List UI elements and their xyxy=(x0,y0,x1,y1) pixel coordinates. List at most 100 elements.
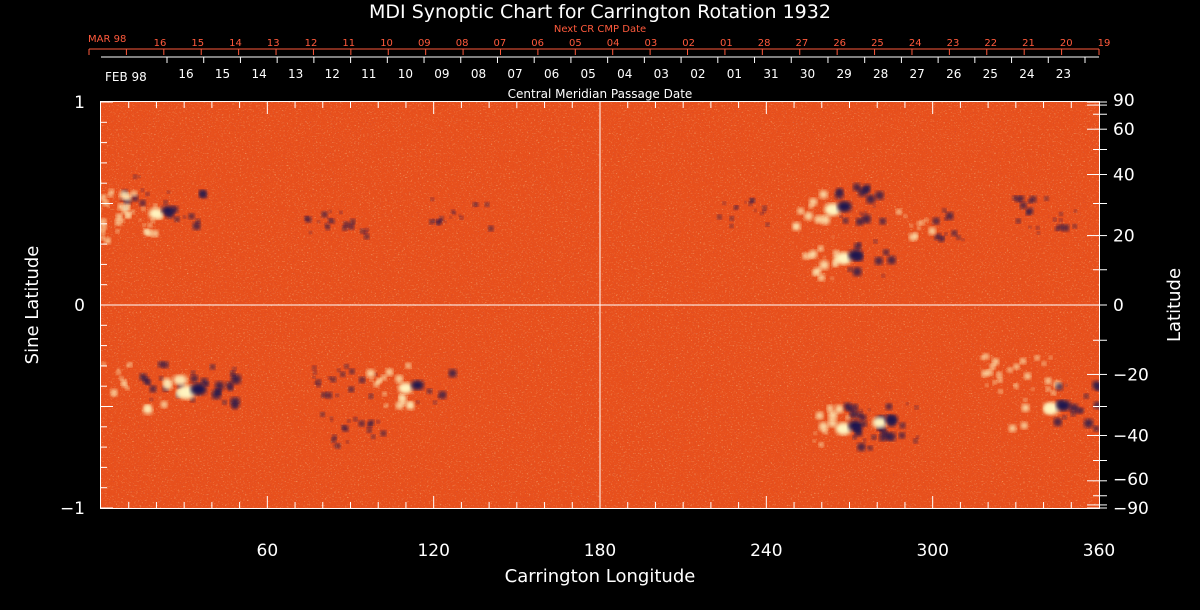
next-cr-date-label: 04 xyxy=(607,38,620,49)
cmp-date-label: 09 xyxy=(434,67,449,81)
active-region-flux-patch xyxy=(820,215,831,225)
active-region-flux-patch xyxy=(990,355,993,359)
next-cr-date-label: 09 xyxy=(418,38,431,49)
active-region-flux-patch xyxy=(188,213,195,220)
active-region-flux-patch xyxy=(325,392,333,399)
y-tick-label-right: −90 xyxy=(1113,499,1149,519)
active-region-flux-patch xyxy=(917,226,921,231)
active-region-flux-patch xyxy=(762,209,766,214)
active-region-flux-patch xyxy=(1020,422,1028,430)
active-region-flux-patch xyxy=(992,380,997,385)
active-region-flux-patch xyxy=(875,191,884,200)
active-region-flux-patch xyxy=(744,200,748,204)
active-region-flux-patch xyxy=(104,237,111,244)
active-region xyxy=(717,198,770,229)
active-region-flux-patch xyxy=(1055,383,1063,391)
y-axis-label-right: Latitude xyxy=(1164,268,1185,342)
active-region-flux-patch xyxy=(120,379,127,386)
active-region-flux-patch xyxy=(383,403,388,408)
active-region-flux-patch xyxy=(154,213,158,217)
cmp-date-label: 27 xyxy=(910,67,925,81)
active-region-flux-patch xyxy=(874,256,883,265)
next-cr-date-label: 26 xyxy=(833,38,846,49)
active-region-flux-patch xyxy=(864,211,867,214)
next-cr-date-label: 03 xyxy=(645,38,658,49)
next-cr-date-label: 23 xyxy=(947,38,960,49)
active-region-flux-patch xyxy=(190,397,196,403)
cmp-date-label: 12 xyxy=(325,67,340,81)
active-region-flux-patch xyxy=(376,419,380,424)
active-region-flux-patch xyxy=(381,374,387,381)
active-region xyxy=(1012,195,1077,235)
active-region-flux-patch xyxy=(898,432,906,439)
active-region-flux-patch xyxy=(195,218,201,224)
active-region-flux-patch xyxy=(1027,199,1033,204)
cmp-date-label: 05 xyxy=(581,67,596,81)
y-tick-label-right: 0 xyxy=(1113,296,1124,316)
active-region-flux-patch xyxy=(92,215,95,218)
active-region-flux-patch xyxy=(366,427,372,433)
active-region-flux-patch xyxy=(859,211,863,215)
active-region-flux-patch xyxy=(827,418,837,428)
active-region-flux-patch xyxy=(913,438,918,444)
active-region-flux-patch xyxy=(804,211,813,221)
active-region-flux-patch xyxy=(312,375,316,379)
active-region-flux-patch xyxy=(358,420,365,427)
active-region-flux-patch xyxy=(1021,403,1030,412)
active-region-flux-patch xyxy=(802,252,810,260)
y-tick-label-right: 90 xyxy=(1113,91,1135,111)
active-region-flux-patch xyxy=(222,400,227,405)
cmp-date-label: 14 xyxy=(251,67,266,81)
active-region-flux-patch xyxy=(1028,225,1032,229)
active-region-flux-patch xyxy=(327,218,333,223)
active-region-flux-patch xyxy=(159,376,164,381)
active-region-flux-patch xyxy=(1048,355,1053,360)
active-region-flux-patch xyxy=(1093,401,1099,409)
active-region-flux-patch xyxy=(722,201,726,205)
active-region-flux-patch xyxy=(151,229,159,238)
active-region-flux-patch xyxy=(852,183,861,192)
active-region-flux-patch xyxy=(818,442,824,448)
active-region xyxy=(1008,380,1099,433)
active-region-flux-patch xyxy=(814,215,823,224)
active-region-flux-patch xyxy=(190,370,196,375)
active-region-flux-patch xyxy=(765,222,770,227)
next-cr-date-label: 02 xyxy=(682,38,695,49)
y-tick-label-left: 0 xyxy=(74,296,85,316)
active-region xyxy=(980,353,1053,394)
active-region-flux-patch xyxy=(339,210,343,215)
active-region xyxy=(429,197,494,232)
active-region-flux-patch xyxy=(934,235,939,241)
active-region-positive-core xyxy=(398,382,413,394)
cmp-date-label: 10 xyxy=(398,67,413,81)
active-region-flux-patch xyxy=(367,422,373,428)
plot-area xyxy=(92,102,1099,508)
active-region-flux-patch xyxy=(348,386,355,393)
active-region-flux-patch xyxy=(1062,224,1070,232)
date-axes: 16 15 14 13 12 11 10 09 08 07 06 05 04 03 02 01 28 27 26 25… xyxy=(88,38,1110,81)
active-region-flux-patch xyxy=(183,215,187,219)
cmp-date-label: 08 xyxy=(471,67,486,81)
active-region-flux-patch xyxy=(304,216,309,221)
active-region-flux-patch xyxy=(1062,415,1067,420)
active-region-flux-patch xyxy=(138,218,142,222)
active-region-flux-patch xyxy=(909,224,914,228)
next-cr-date-label: 25 xyxy=(871,38,884,49)
active-region-flux-patch xyxy=(998,389,1003,394)
active-region-flux-patch xyxy=(156,213,163,220)
active-region-flux-patch xyxy=(1069,403,1079,413)
cmp-date-label: Central Meridian Passage Date xyxy=(508,87,693,101)
active-region-flux-patch xyxy=(809,197,818,206)
cmp-date-label: 31 xyxy=(763,67,778,81)
cmp-date-label: 13 xyxy=(288,67,303,81)
active-region-flux-patch xyxy=(368,393,374,399)
active-region-flux-patch xyxy=(123,192,132,202)
active-region-flux-patch xyxy=(1074,209,1077,213)
active-region-flux-patch xyxy=(347,419,351,423)
x-tick-label: 180 xyxy=(584,541,616,561)
active-region-flux-patch xyxy=(961,238,965,241)
active-region-flux-patch xyxy=(916,435,920,439)
active-region-flux-patch xyxy=(830,276,834,280)
active-region-flux-patch xyxy=(448,369,457,378)
